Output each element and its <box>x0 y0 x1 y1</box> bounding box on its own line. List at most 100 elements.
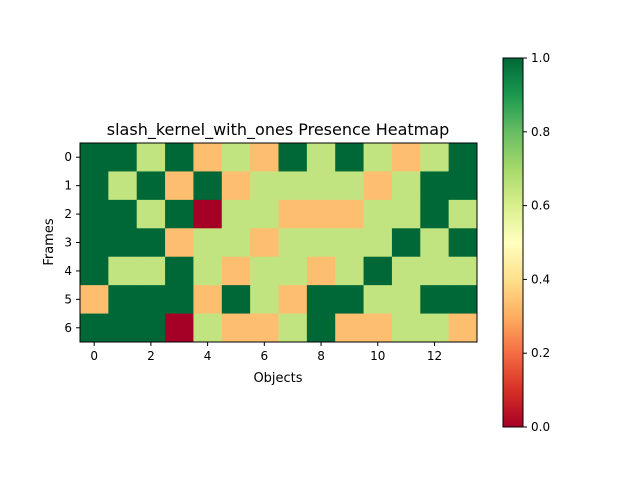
heatmap-cell <box>448 143 478 172</box>
chart-title: slash_kernel_with_ones Presence Heatmap <box>107 120 449 140</box>
heatmap-cell <box>278 256 308 286</box>
heatmap-cell <box>391 285 421 314</box>
heatmap-cell <box>221 199 251 229</box>
heatmap-cell <box>108 171 138 201</box>
heatmap-cell <box>448 171 478 201</box>
heatmap-cell <box>108 199 138 229</box>
colorbar-tick-label: 0.2 <box>531 346 550 360</box>
heatmap-cell <box>165 228 194 258</box>
heatmap-cell <box>221 228 251 258</box>
heatmap-cell <box>391 171 421 201</box>
heatmap-cell <box>363 256 393 286</box>
heatmap-cell <box>250 143 279 172</box>
colorbar-tick-label: 0.4 <box>531 272 550 286</box>
heatmap-cell <box>80 199 109 229</box>
heatmap-cell <box>108 143 138 172</box>
heatmap-cell <box>250 171 279 201</box>
x-axis-label: Objects <box>253 371 302 386</box>
heatmap-cell <box>391 199 421 229</box>
heatmap-cell <box>165 285 194 314</box>
y-tick-label: 4 <box>64 264 72 278</box>
heatmap-cell <box>250 199 279 229</box>
heatmap-cell <box>221 143 251 172</box>
heatmap-cell <box>193 256 223 286</box>
colorbar <box>502 57 524 428</box>
heatmap-cell <box>250 285 279 314</box>
heatmap-cell <box>306 171 336 201</box>
heatmap-cell <box>221 171 251 201</box>
heatmap-cell <box>363 285 393 314</box>
heatmap-cell <box>306 199 336 229</box>
heatmap-cell <box>278 228 308 258</box>
heatmap-cell <box>80 313 109 343</box>
colorbar-tick-label: 0.0 <box>531 420 550 434</box>
heatmap-cell <box>136 256 166 286</box>
heatmap-cell <box>448 228 478 258</box>
heatmap-cell <box>278 285 308 314</box>
heatmap-cell <box>363 313 393 343</box>
y-tick-label: 3 <box>64 236 72 250</box>
heatmap-cell <box>165 171 194 201</box>
heatmap-cell <box>391 143 421 172</box>
y-axis-ticks: 0 1 2 3 4 5 6 <box>64 150 80 335</box>
y-tick-label: 0 <box>64 150 72 164</box>
heatmap-cell <box>165 199 194 229</box>
heatmap-cell <box>221 256 251 286</box>
heatmap-cell <box>193 171 223 201</box>
colorbar-tick-label: 0.6 <box>531 199 550 213</box>
heatmap-cell <box>391 228 421 258</box>
heatmap-cell <box>420 171 450 201</box>
heatmap-cell <box>165 313 194 343</box>
heatmap-cell <box>80 285 109 314</box>
heatmap-cell <box>278 313 308 343</box>
heatmap-cell <box>335 171 364 201</box>
x-axis-ticks: 0 2 4 6 8 10 12 <box>90 342 442 363</box>
colorbar-tick-label: 0.8 <box>531 125 550 139</box>
heatmap-cell <box>136 143 166 172</box>
x-tick-label: 12 <box>427 349 442 363</box>
heatmap-cell <box>80 171 109 201</box>
y-tick-label: 2 <box>64 207 72 221</box>
heatmap-cell <box>306 143 336 172</box>
heatmap-cell <box>136 228 166 258</box>
colorbar-ticks: 0.0 0.2 0.4 0.6 0.8 1.0 <box>523 51 550 434</box>
x-tick-label: 10 <box>370 349 385 363</box>
x-tick-label: 6 <box>261 349 269 363</box>
heatmap-cell <box>193 285 223 314</box>
heatmap-cell <box>193 143 223 172</box>
heatmap-cell <box>420 256 450 286</box>
heatmap-cell <box>136 171 166 201</box>
y-tick-label: 1 <box>64 179 72 193</box>
heatmap-cell <box>278 171 308 201</box>
heatmap-cell <box>335 228 364 258</box>
y-tick-label: 6 <box>64 321 72 335</box>
heatmap-cell <box>80 228 109 258</box>
heatmap-cell <box>335 199 364 229</box>
colorbar-tick-label: 1.0 <box>531 51 550 65</box>
heatmap-cell <box>108 228 138 258</box>
heatmap-cell <box>363 171 393 201</box>
heatmap-cell <box>448 313 478 343</box>
heatmap-cell <box>250 313 279 343</box>
heatmap-cell <box>221 285 251 314</box>
heatmap-cells <box>80 143 478 343</box>
x-tick-label: 2 <box>147 349 155 363</box>
heatmap-cell <box>165 256 194 286</box>
heatmap-cell <box>250 256 279 286</box>
heatmap-cell <box>420 199 450 229</box>
heatmap-cell <box>448 199 478 229</box>
y-tick-label: 5 <box>64 292 72 306</box>
heatmap-cell <box>193 313 223 343</box>
heatmap-cell <box>250 228 279 258</box>
heatmap-cell <box>448 256 478 286</box>
heatmap-cell <box>165 143 194 172</box>
heatmap-cell <box>335 313 364 343</box>
x-tick-label: 8 <box>317 349 325 363</box>
x-tick-label: 4 <box>204 349 212 363</box>
heatmap-cell <box>448 285 478 314</box>
heatmap-cell <box>80 256 109 286</box>
heatmap-cell <box>306 313 336 343</box>
heatmap-cell <box>108 285 138 314</box>
heatmap-cell <box>420 143 450 172</box>
